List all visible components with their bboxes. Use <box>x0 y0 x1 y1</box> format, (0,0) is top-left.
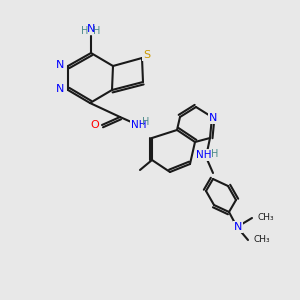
Text: H: H <box>211 149 219 159</box>
Text: NH: NH <box>131 120 147 130</box>
Text: N: N <box>234 222 242 232</box>
Text: N: N <box>56 84 64 94</box>
Text: S: S <box>143 50 151 60</box>
Text: N: N <box>87 24 95 34</box>
Text: O: O <box>91 120 99 130</box>
Text: H: H <box>93 26 101 36</box>
Text: N: N <box>56 60 64 70</box>
Text: H: H <box>142 117 150 127</box>
Text: CH₃: CH₃ <box>257 214 274 223</box>
Text: H: H <box>81 26 89 36</box>
Text: CH₃: CH₃ <box>253 236 270 244</box>
Text: N: N <box>209 113 217 123</box>
Text: NH: NH <box>196 150 212 160</box>
